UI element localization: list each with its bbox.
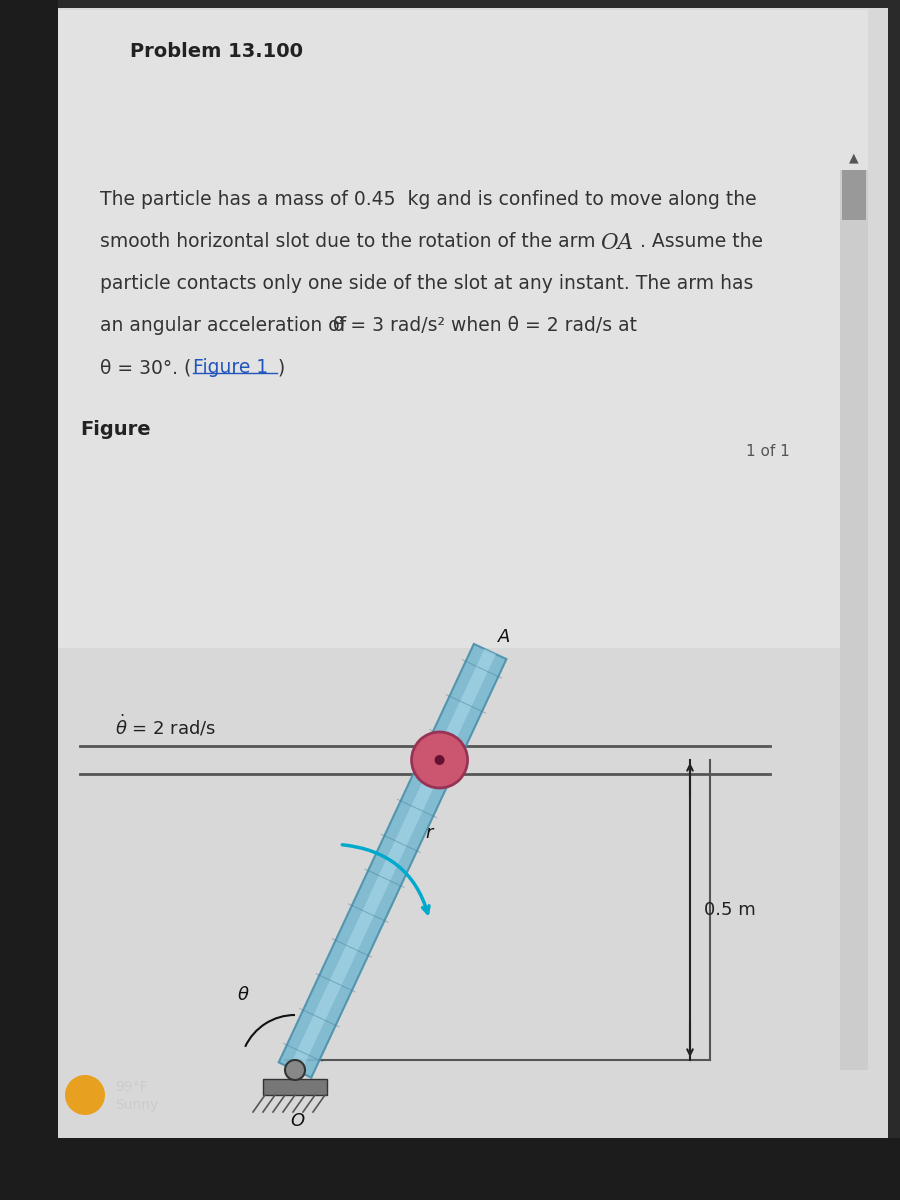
Bar — [58, 10, 868, 650]
Text: OA: OA — [600, 232, 633, 254]
Text: θ = 30°. (: θ = 30°. ( — [100, 358, 192, 377]
Text: smooth horizontal slot due to the rotation of the arm: smooth horizontal slot due to the rotati… — [100, 232, 601, 251]
Text: 0.5 m: 0.5 m — [704, 901, 756, 919]
Circle shape — [411, 732, 468, 788]
Text: The particle has a mass of 0.45  kg and is confined to move along the: The particle has a mass of 0.45 kg and i… — [100, 190, 757, 209]
Text: ): ) — [278, 358, 285, 377]
Bar — [840, 170, 868, 1070]
Polygon shape — [279, 644, 507, 1078]
Text: A: A — [498, 629, 510, 647]
Circle shape — [435, 755, 445, 766]
Circle shape — [285, 1060, 305, 1080]
Circle shape — [65, 1075, 105, 1115]
Text: particle contacts only one side of the slot at any instant. The arm has: particle contacts only one side of the s… — [100, 274, 753, 293]
FancyArrowPatch shape — [342, 845, 429, 913]
Text: $\dot{\theta}$ = 2 rad/s: $\dot{\theta}$ = 2 rad/s — [115, 713, 216, 738]
Text: . Assume the: . Assume the — [640, 232, 763, 251]
Text: 1 of 1: 1 of 1 — [746, 444, 790, 458]
Text: an angular acceleration of: an angular acceleration of — [100, 316, 352, 335]
Bar — [0, 0, 58, 1200]
Text: Figure 1: Figure 1 — [193, 358, 268, 377]
Bar — [263, 1079, 327, 1094]
Text: ▲: ▲ — [850, 151, 859, 164]
Polygon shape — [289, 649, 496, 1073]
Bar — [0, 1138, 900, 1200]
Text: O: O — [290, 1112, 304, 1130]
Text: Sunny: Sunny — [115, 1098, 158, 1112]
Text: θ̈ = 3 rad/s² when θ̇ = 2 rad/s at: θ̈ = 3 rad/s² when θ̇ = 2 rad/s at — [333, 316, 637, 335]
Bar — [842, 170, 866, 220]
Text: Figure: Figure — [80, 420, 150, 439]
Text: Problem 13.100: Problem 13.100 — [130, 42, 303, 61]
Text: θ: θ — [238, 986, 248, 1004]
Text: r: r — [426, 824, 433, 842]
Text: 99°F: 99°F — [115, 1080, 148, 1094]
Bar — [58, 648, 868, 1138]
